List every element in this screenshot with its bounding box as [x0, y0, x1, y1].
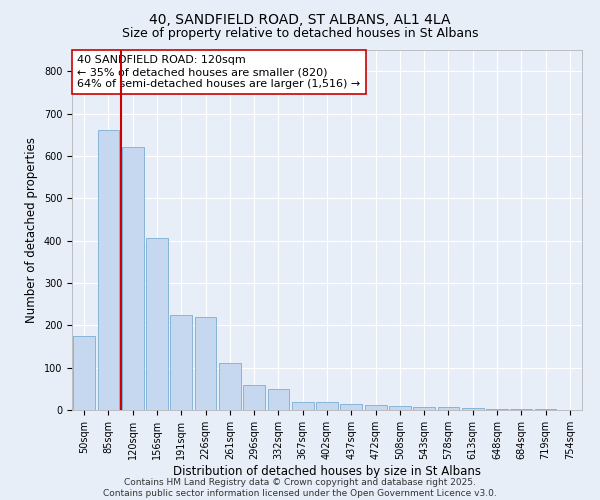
Text: Contains HM Land Registry data © Crown copyright and database right 2025.
Contai: Contains HM Land Registry data © Crown c…	[103, 478, 497, 498]
Bar	[122, 148, 143, 410]
X-axis label: Distribution of detached houses by size in St Albans: Distribution of detached houses by size …	[173, 464, 481, 477]
Bar	[535, 409, 556, 410]
Text: 40 SANDFIELD ROAD: 120sqm
← 35% of detached houses are smaller (820)
64% of semi: 40 SANDFIELD ROAD: 120sqm ← 35% of detac…	[77, 56, 361, 88]
Bar	[243, 384, 265, 410]
Bar	[170, 314, 192, 410]
Y-axis label: Number of detached properties: Number of detached properties	[25, 137, 38, 323]
Bar	[73, 336, 95, 410]
Bar	[413, 406, 435, 410]
Text: 40, SANDFIELD ROAD, ST ALBANS, AL1 4LA: 40, SANDFIELD ROAD, ST ALBANS, AL1 4LA	[149, 12, 451, 26]
Text: Size of property relative to detached houses in St Albans: Size of property relative to detached ho…	[122, 28, 478, 40]
Bar	[340, 404, 362, 410]
Bar	[268, 389, 289, 410]
Bar	[194, 317, 217, 410]
Bar	[292, 402, 314, 410]
Bar	[486, 408, 508, 410]
Bar	[219, 364, 241, 410]
Bar	[146, 238, 168, 410]
Bar	[365, 405, 386, 410]
Bar	[437, 408, 460, 410]
Bar	[316, 402, 338, 410]
Bar	[97, 130, 119, 410]
Bar	[389, 406, 411, 410]
Bar	[511, 409, 532, 410]
Bar	[462, 408, 484, 410]
